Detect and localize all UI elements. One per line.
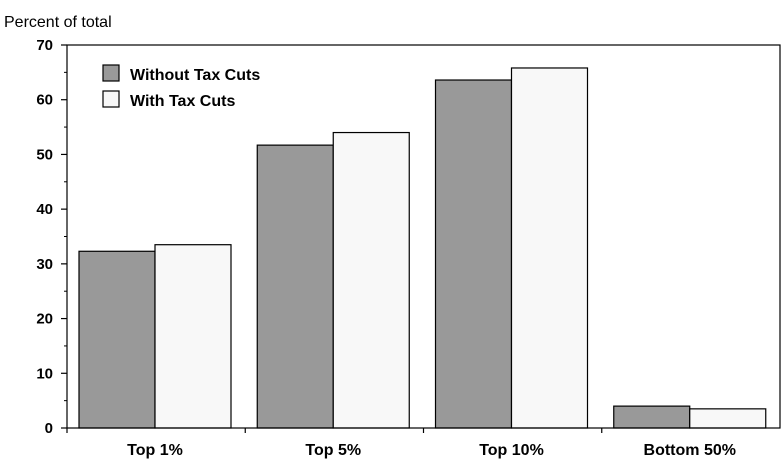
y-tick-label: 60: [36, 92, 53, 109]
bar-with-tax-cuts: [154, 244, 232, 429]
bar-with-tax-cuts: [510, 67, 589, 429]
bar-without-tax-cuts: [434, 79, 513, 429]
plot-frame: [66, 44, 781, 429]
y-tick-label: 30: [36, 256, 53, 273]
x-axis-categories: Top 1% Top 5% Top 10% Bottom 50%: [66, 428, 736, 459]
y-tick-label: 20: [36, 311, 53, 328]
x-category-label: Top 5%: [305, 442, 361, 459]
y-tick-label: 0: [45, 420, 53, 437]
y-tick-label: 40: [36, 201, 53, 218]
legend: Without Tax Cuts With Tax Cuts: [102, 64, 260, 110]
bars: [78, 67, 767, 429]
bar-without-tax-cuts: [78, 250, 156, 429]
y-axis-label: Percent of total: [4, 14, 112, 31]
bar-without-tax-cuts: [256, 144, 334, 429]
y-tick-label: 10: [36, 365, 53, 382]
y-axis-ticks: 0 10 20 30 40 50 60 70: [36, 37, 67, 437]
x-category-label: Top 1%: [127, 442, 183, 459]
bar-with-tax-cuts: [689, 408, 767, 429]
legend-swatch-without-tax-cuts: [102, 64, 120, 82]
x-category-label: Top 10%: [479, 442, 544, 459]
y-tick-label: 50: [36, 146, 53, 163]
legend-swatch-with-tax-cuts: [102, 90, 120, 108]
y-tick-label: 70: [36, 37, 53, 54]
legend-label-with-tax-cuts: With Tax Cuts: [130, 93, 235, 110]
legend-label-without-tax-cuts: Without Tax Cuts: [130, 67, 260, 84]
bar-without-tax-cuts: [613, 405, 691, 429]
x-category-label: Bottom 50%: [644, 442, 736, 459]
bar-with-tax-cuts: [332, 131, 410, 429]
